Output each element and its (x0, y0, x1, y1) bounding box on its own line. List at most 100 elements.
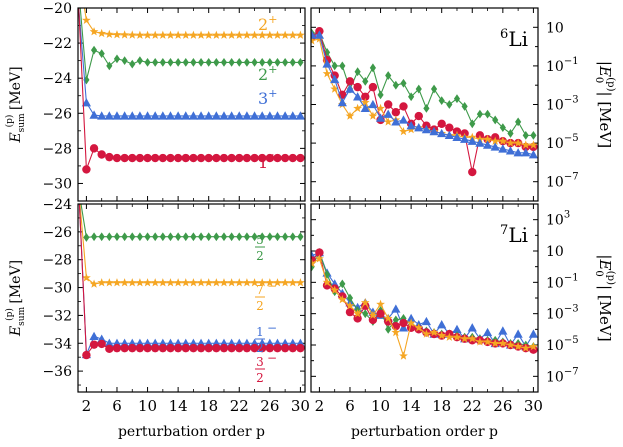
x-axis-label: perturbation order p (351, 424, 498, 440)
data-point-red (120, 343, 129, 353)
data-point-orange (467, 334, 477, 343)
data-point-orange (257, 278, 267, 287)
y-tick-label: 10−3 (546, 304, 579, 323)
data-point-orange (460, 334, 469, 343)
y-tick-label: 10−1 (546, 56, 579, 75)
axes-frame (77, 7, 306, 202)
data-point-red (181, 343, 190, 353)
data-point-red (212, 343, 221, 353)
data-point-green (90, 45, 98, 55)
data-point-green (113, 232, 121, 242)
data-point-red (166, 343, 175, 353)
data-point-green (243, 57, 250, 67)
series-green (80, 204, 304, 242)
data-point-red (112, 343, 122, 353)
data-point-red (383, 317, 393, 326)
data-point-red (315, 248, 324, 257)
data-point-blue (452, 132, 462, 141)
data-point-green (106, 232, 113, 242)
panel-top-left: −20 −22 −24 −26 −28 −30 2+ 2+ 3+ 1+ Esum(p) [MeV] (4, 1, 306, 202)
data-point-green (98, 232, 105, 242)
data-point-blue (211, 111, 221, 120)
data-point-red (235, 153, 244, 163)
data-point-green (83, 75, 90, 85)
data-point-blue (234, 111, 244, 120)
data-point-blue (391, 304, 401, 313)
data-point-orange (219, 278, 229, 287)
data-point-orange (150, 278, 160, 287)
data-point-green (152, 232, 159, 242)
level-label-numerator: 7 (256, 283, 264, 297)
data-point-orange (399, 351, 408, 360)
y-tick-label: 103 (546, 210, 570, 229)
data-point-green (415, 84, 422, 94)
data-point-blue (142, 111, 153, 120)
data-point-blue (345, 84, 355, 93)
data-point-green (220, 232, 228, 242)
series-green (311, 28, 537, 140)
data-point-green (430, 84, 438, 94)
data-point-red (120, 153, 129, 163)
data-point-green (392, 80, 399, 90)
data-point-blue (272, 111, 283, 120)
data-point-green (354, 67, 361, 77)
data-point-blue (127, 111, 137, 120)
y-axis-label: |E0(p)| [MeV] (593, 61, 616, 148)
data-point-orange (360, 97, 370, 107)
data-point-blue (421, 124, 432, 134)
data-point-red (383, 100, 393, 109)
data-point-red (257, 343, 267, 353)
data-point-red (345, 77, 355, 86)
data-point-green (175, 57, 182, 67)
data-point-red (437, 119, 446, 128)
level-label-blue: 1 2− (255, 321, 277, 355)
data-point-orange (483, 337, 492, 346)
data-point-red (242, 153, 252, 163)
data-point-orange (143, 278, 152, 287)
data-point-green (492, 115, 499, 125)
level-label-numerator: 1 (256, 325, 264, 339)
data-point-orange (376, 103, 385, 113)
data-point-blue (482, 327, 493, 337)
data-point-orange (315, 254, 324, 263)
data-point-blue (97, 111, 107, 120)
data-point-green (159, 232, 166, 242)
data-point-green (385, 324, 392, 334)
data-point-green (438, 96, 445, 106)
data-point-red (399, 102, 408, 111)
data-point-orange (227, 30, 236, 39)
y-tick-label: −32 (42, 308, 72, 324)
data-point-blue (513, 329, 523, 338)
data-point-red (219, 343, 229, 353)
data-point-orange (345, 111, 355, 120)
y-tick-label: 10−1 (546, 272, 579, 291)
data-point-red (97, 150, 106, 159)
data-point-blue (368, 99, 378, 109)
data-point-blue (295, 111, 305, 120)
data-point-green (392, 315, 399, 325)
panel-top-right: 10 10−1 10−3 10−5 10−7 |E0(p)| [MeV] 6Li (310, 7, 616, 202)
data-point-orange (196, 278, 206, 287)
data-point-red (288, 153, 297, 163)
series-orange (311, 254, 538, 360)
data-point-red (89, 144, 99, 153)
data-point-green (90, 232, 98, 242)
data-point-red (105, 344, 114, 354)
data-point-orange (97, 278, 107, 287)
data-point-orange (173, 30, 183, 39)
data-point-green (484, 109, 491, 119)
data-point-red (227, 153, 236, 163)
data-point-orange (89, 279, 99, 288)
data-point-red (242, 343, 252, 353)
data-point-red (376, 309, 385, 318)
data-point-orange (135, 30, 145, 39)
data-point-orange (158, 278, 168, 287)
level-label-denominator: 2 (256, 299, 264, 313)
data-point-green (339, 61, 346, 71)
data-point-red (143, 343, 152, 353)
data-point-blue (280, 111, 290, 120)
data-point-orange (189, 278, 198, 287)
data-point-green (121, 232, 128, 242)
data-point-green (83, 233, 90, 242)
data-point-red (128, 343, 137, 353)
